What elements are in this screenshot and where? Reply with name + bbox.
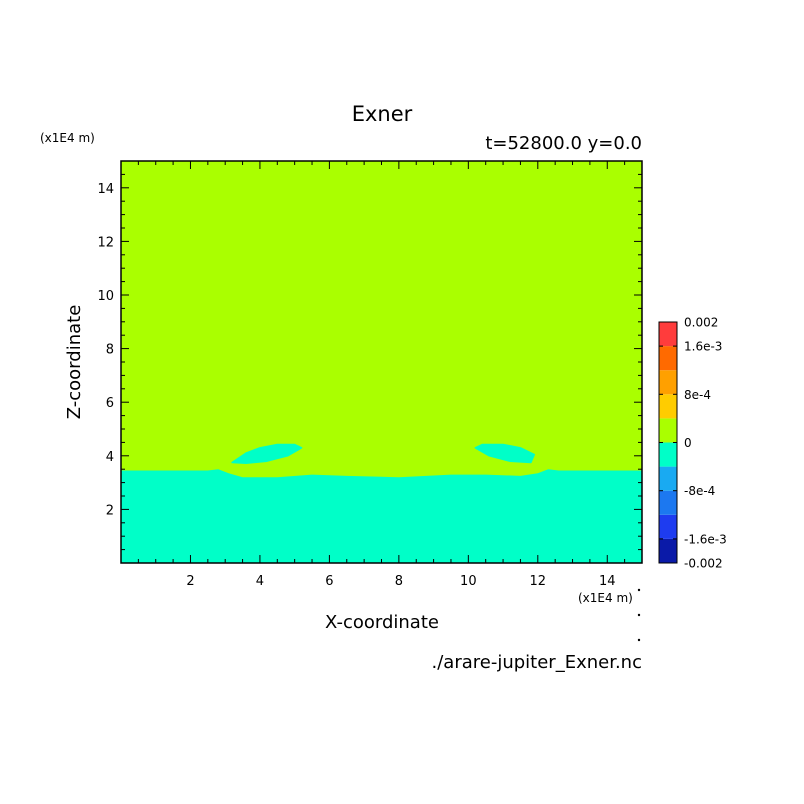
y-tick-label: 2 <box>106 503 114 518</box>
x-tick-label: 4 <box>256 574 264 589</box>
colorbar-segment <box>659 538 677 563</box>
colorbar-tick-label: 1.6e-3 <box>684 340 722 354</box>
colorbar-tick-label: 0.002 <box>684 316 718 330</box>
colorbar-segment <box>659 370 677 395</box>
colorbar-tick-label: -0.002 <box>684 557 723 571</box>
y-axis-title: Z-coordinate <box>64 305 85 420</box>
y-tick-label: 8 <box>106 343 114 358</box>
y-tick-label: 10 <box>97 289 114 304</box>
y-unit-label: (x1E4 m) <box>40 131 95 145</box>
x-tick-label: 2 <box>186 574 194 589</box>
colorbar-segment <box>659 346 677 371</box>
negative-blobs <box>231 443 536 465</box>
y-tick-label: 6 <box>106 396 114 411</box>
colorbar-segment <box>659 490 677 515</box>
negative-blob-2 <box>474 443 536 464</box>
contour-field <box>121 161 642 563</box>
negative-region <box>121 469 642 563</box>
y-axis: 2 4 6 8 10 12 14 <box>97 173 642 551</box>
colorbar: 0.002 1.6e-3 8e-4 0 -8e-4 -1.6e-3 -0.002 <box>658 316 727 571</box>
stray-markers <box>637 588 641 642</box>
source-file-label: ./arare-jupiter_Exner.nc <box>432 652 642 673</box>
colorbar-segment <box>659 394 677 419</box>
x-axis-title: X-coordinate <box>325 612 439 633</box>
chart-subtitle: t=52800.0 y=0.0 <box>485 133 642 154</box>
y-tick-label: 4 <box>106 450 114 465</box>
x-tick-label: 8 <box>395 574 403 589</box>
colorbar-tick-label: -1.6e-3 <box>684 532 727 546</box>
x-unit-label: (x1E4 m) <box>578 591 633 605</box>
colorbar-tick-label: 8e-4 <box>684 388 711 402</box>
negative-blob-1 <box>231 443 303 465</box>
x-axis: 2 4 6 8 10 12 14 <box>137 161 626 589</box>
colorbar-segment <box>659 322 677 347</box>
colorbar-tick-label: 0 <box>684 436 692 450</box>
colorbar-tick-label: -8e-4 <box>684 484 715 498</box>
y-tick-label: 12 <box>97 235 114 250</box>
x-tick-label: 14 <box>599 574 616 589</box>
colorbar-segment <box>659 418 677 443</box>
y-tick-label: 14 <box>97 182 114 197</box>
colorbar-segment <box>659 442 677 467</box>
x-tick-label: 10 <box>460 574 477 589</box>
x-tick-label: 12 <box>530 574 547 589</box>
colorbar-segment <box>659 466 677 491</box>
chart-title: Exner <box>352 102 413 126</box>
x-tick-label: 6 <box>325 574 333 589</box>
colorbar-segment <box>659 514 677 539</box>
